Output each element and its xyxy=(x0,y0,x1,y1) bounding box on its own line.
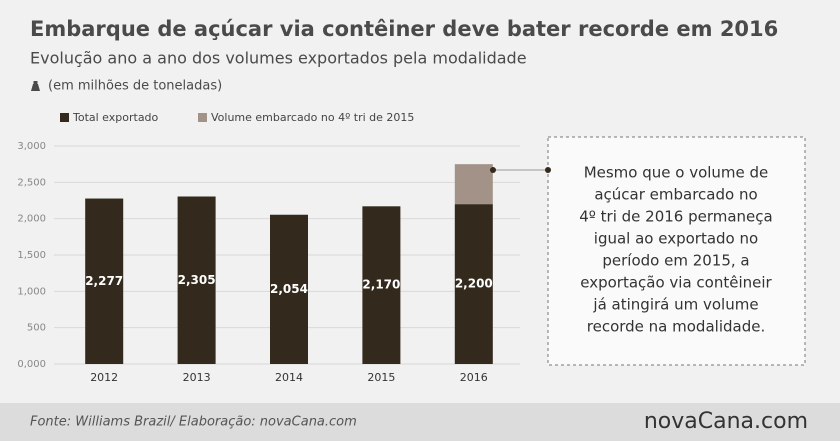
annotation-line: recorde na modalidade. xyxy=(587,318,765,336)
value-label: 2,054 xyxy=(270,282,308,296)
annotation-line: açúcar embarcado no xyxy=(594,186,757,204)
x-tick-label: 2013 xyxy=(183,371,211,384)
y-tick-label: 2,000 xyxy=(17,214,46,225)
bar-segment xyxy=(177,196,216,364)
bar-segment xyxy=(85,198,124,364)
y-tick-label: 500 xyxy=(27,323,46,334)
chart-subtitle: Evolução ano a ano dos volumes exportado… xyxy=(30,49,527,68)
connector-dot xyxy=(490,167,496,173)
annotation-line: já atingirá um volume xyxy=(592,296,758,314)
y-tick-label: 2,500 xyxy=(17,177,46,188)
annotation-line: exportação via contêineir xyxy=(580,274,772,292)
connector-dot xyxy=(545,167,551,173)
y-tick-label: 1,500 xyxy=(17,250,46,261)
bar-segment xyxy=(454,164,493,205)
chart-title: Embarque de açúcar via contêiner deve ba… xyxy=(30,17,778,41)
footer-band xyxy=(0,403,840,441)
value-label: 2,277 xyxy=(85,274,123,288)
y-tick-label: 0,000 xyxy=(17,359,46,370)
weight-icon xyxy=(31,81,40,91)
legend-label: Total exportado xyxy=(72,111,159,124)
unit-note: (em milhões de toneladas) xyxy=(48,79,222,94)
legend-label: Volume embarcado no 4º tri de 2015 xyxy=(211,111,414,124)
legend-swatch xyxy=(60,113,69,122)
value-label: 2,305 xyxy=(178,273,216,287)
bar-segment xyxy=(454,204,493,364)
annotation-line: Mesmo que o volume de xyxy=(584,164,769,182)
x-tick-label: 2015 xyxy=(367,371,395,384)
x-tick-label: 2014 xyxy=(275,371,303,384)
value-label: 2,170 xyxy=(362,278,400,292)
x-tick-label: 2012 xyxy=(90,371,118,384)
bar-segment xyxy=(270,214,308,364)
x-tick-label: 2016 xyxy=(460,371,488,384)
annotation-line: 4º tri de 2016 permaneça xyxy=(579,208,772,226)
y-tick-label: 3,000 xyxy=(17,141,46,152)
bar-segment xyxy=(362,206,401,364)
y-tick-label: 1,000 xyxy=(17,286,46,297)
logo: novaCana.com xyxy=(644,409,808,434)
source: Fonte: Williams Brazil/ Elaboração: nova… xyxy=(30,415,357,430)
value-label: 2,200 xyxy=(455,277,493,291)
annotation-box xyxy=(547,136,806,366)
legend-swatch xyxy=(198,113,207,122)
annotation-line: igual ao exportado no xyxy=(594,230,758,248)
annotation-line: período em 2015, a xyxy=(602,252,749,270)
